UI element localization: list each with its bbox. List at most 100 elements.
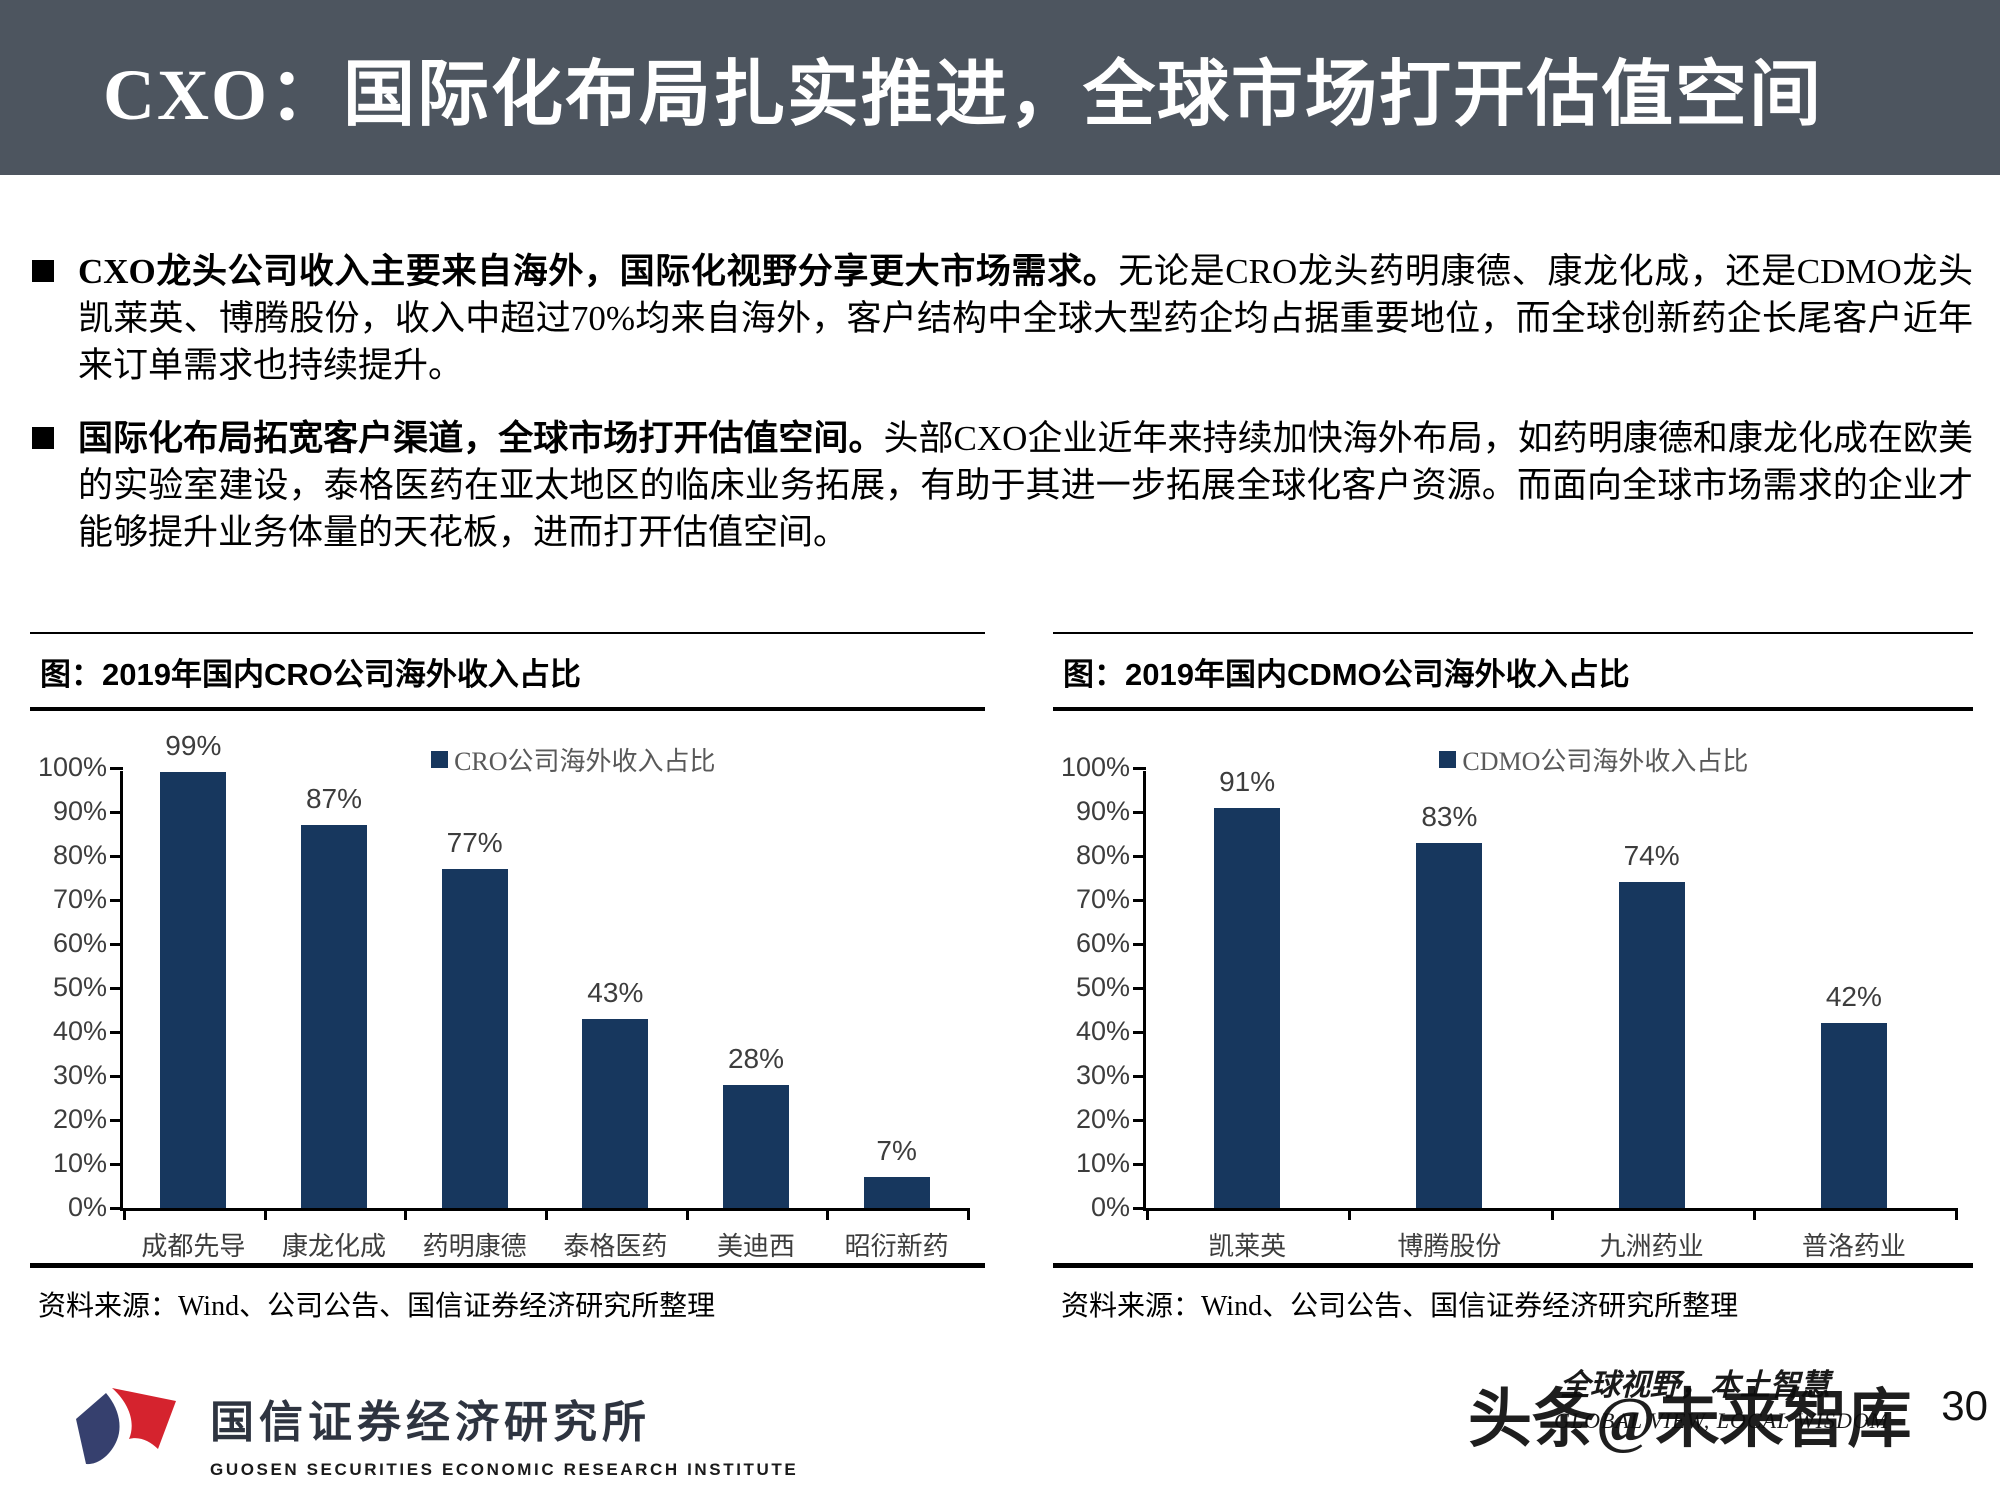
guosen-logo-text: 国信证券经济研究所 GUOSEN SECURITIES ECONOMIC RES… [210,1386,798,1480]
charts-row: 图：2019年国内CRO公司海外收入占比 CRO公司海外收入占比 0% 10% 20… [30,632,1973,1324]
bar-value-label: 87% [305,783,363,815]
y-axis-tick-label: 70% [52,884,107,914]
bar-value-label: 83% [1421,800,1478,832]
y-axis-tick [1133,898,1146,902]
y-axis-tick [110,986,123,990]
legend-square-icon [1439,751,1457,768]
x-axis-tick [1955,1208,1958,1220]
x-axis-tick [1348,1208,1352,1220]
y-axis-tick-label: 70% [1075,884,1130,914]
source-note: 资料来源：Wind、公司公告、国信证券经济研究所整理 [1053,1263,1973,1324]
bullet-item: 国际化布局拓宽客户渠道，全球市场打开估值空间。头部CXO企业近年来持续加快海外布… [28,415,1973,556]
y-axis-tick [1133,1030,1146,1034]
category-label: 药明康德 [422,1232,527,1261]
y-axis-tick [110,854,123,858]
bar-普洛药业 [1820,1023,1887,1208]
y-axis-tick-label: 10% [52,1148,107,1178]
y-axis-tick-label: 10% [1075,1148,1130,1178]
category-label: 普洛药业 [1801,1232,1906,1261]
legend-label: CDMO公司海外收入占比 [1462,747,1749,776]
bullet-square-icon [32,427,54,449]
y-axis-tick-label: 80% [1075,840,1130,870]
y-axis-tick-label: 40% [52,1016,107,1046]
category-label: 凯莱英 [1208,1232,1287,1261]
y-axis-tick-label: 20% [1075,1104,1130,1134]
y-axis-tick [110,898,123,902]
bullet-rest: 头部CXO企业近年来持续加快海外布局，如药明康德和康龙化成在欧美的实验室建设，泰… [78,419,1973,552]
logo-en-text: GUOSEN SECURITIES ECONOMIC RESEARCH INST… [210,1459,799,1479]
x-axis-tick [404,1208,408,1220]
y-axis-tick-label: 100% [37,752,107,782]
y-axis-tick-label: 0% [1090,1192,1130,1222]
chart-legend: CDMO公司海外收入占比 [1439,741,1748,778]
bar-value-label: 77% [446,827,503,859]
footer-right: 全球视野，本土智慧 GLOBAL VIEW, LOCAL WISDOM 头条@未… [1468,1360,1988,1472]
bar-美迪西 [723,1084,789,1208]
slogan-en: GLOBAL VIEW, LOCAL WISDOM [1554,1408,1890,1433]
bar-value-label: 28% [727,1042,785,1074]
bar-value-label: 91% [1219,765,1276,797]
x-axis-tick [545,1208,548,1220]
y-axis-tick [110,1030,123,1034]
bar-value-label: 74% [1623,840,1680,872]
y-axis-tick [1133,986,1146,990]
bar-value-label: 7% [876,1135,917,1167]
y-axis-tick [1133,1162,1146,1166]
legend-label: CRO公司海外收入占比 [454,747,716,776]
y-axis-tick-label: 50% [52,972,107,1002]
bullet-square-icon [32,260,54,282]
y-axis-tick-label: 0% [67,1192,107,1222]
x-axis-tick [1752,1208,1756,1220]
y-axis-tick-label: 80% [52,840,107,870]
page-title: CXO：国际化布局扎实推进，全球市场打开估值空间 [103,55,1823,135]
category-label: 昭衍新药 [844,1232,949,1261]
y-axis-tick-label: 90% [1075,796,1130,826]
y-axis-tick-label: 40% [1075,1016,1130,1046]
y-axis-tick [110,810,123,814]
category-label: 美迪西 [716,1232,796,1261]
bar-九洲药业 [1618,882,1685,1208]
bullet-text: CXO龙头公司收入主要来自海外，国际化视野分享更大市场需求。无论是CRO龙头药明… [78,248,1973,389]
y-axis-tick [1133,1206,1146,1210]
slide-header: CXO：国际化布局扎实推进，全球市场打开估值空间 [0,0,2000,175]
y-axis-tick [1133,942,1146,946]
bar-plot: 0% 10% 20% 30% 40% 50% 60% 70% 80% 90% 100% 91% 凯莱英 8… [1061,752,1958,1261]
slogan-cn: 全球视野，本土智慧 [1560,1369,1830,1402]
bar-凯莱英 [1214,807,1281,1208]
y-axis-tick-label: 30% [1075,1060,1130,1090]
chart-body: CDMO公司海外收入占比 0% 10% 20% 30% 40% 50% 60% 70% 80% 9… [1053,711,1973,1263]
x-axis-tick [123,1208,126,1220]
category-label: 泰格医药 [563,1232,668,1261]
y-axis-tick [1133,766,1146,770]
bar-value-label: 43% [587,976,644,1008]
cdmo-chart-panel: 图：2019年国内CDMO公司海外收入占比 CDMO公司海外收入占比 0% 10%… [1053,632,1973,1324]
bar-药明康德 [441,869,508,1208]
chart-title: 图：2019年国内CRO公司海外收入占比 [30,634,985,711]
source-note: 资料来源：Wind、公司公告、国信证券经济研究所整理 [30,1263,985,1324]
chart-body: CRO公司海外收入占比 0% 10% 20% 30% 40% 50% 60% 70% 80% 90… [30,711,985,1263]
y-axis-tick-label: 60% [1075,928,1130,958]
x-axis-tick [1550,1208,1554,1220]
y-axis-tick [1133,1118,1146,1122]
category-label: 康龙化成 [281,1232,387,1261]
bar-成都先导 [160,772,227,1208]
bar-泰格医药 [582,1018,649,1208]
page-number: 30 [1941,1382,1988,1429]
chart-legend: CRO公司海外收入占比 [431,741,716,778]
bar-博腾股份 [1416,842,1483,1208]
y-axis-tick-label: 30% [52,1060,107,1090]
bar-plot: 0% 10% 20% 30% 40% 50% 60% 70% 80% 90% 100% 99% 成都先导… [38,730,970,1261]
category-label: 九洲药业 [1599,1232,1704,1261]
x-axis-tick [685,1208,689,1220]
bar-康龙化成 [301,825,367,1208]
y-axis-tick-label: 90% [52,796,107,826]
y-axis-tick [1133,1074,1146,1078]
bar-value-label: 42% [1825,981,1882,1013]
bullet-rest: 无论是CRO龙头药明康德、康龙化成，还是CDMO龙头凯莱英、博腾股份，收入中超过… [78,252,1974,385]
y-axis-tick [110,1162,123,1166]
y-axis-tick-label: 20% [52,1104,107,1134]
bullet-lead: CXO龙头公司收入主要来自海外，国际化视野分享更大市场需求。 [78,252,1119,291]
y-axis-tick [1133,810,1146,814]
chart-title: 图：2019年国内CDMO公司海外收入占比 [1053,634,1973,711]
